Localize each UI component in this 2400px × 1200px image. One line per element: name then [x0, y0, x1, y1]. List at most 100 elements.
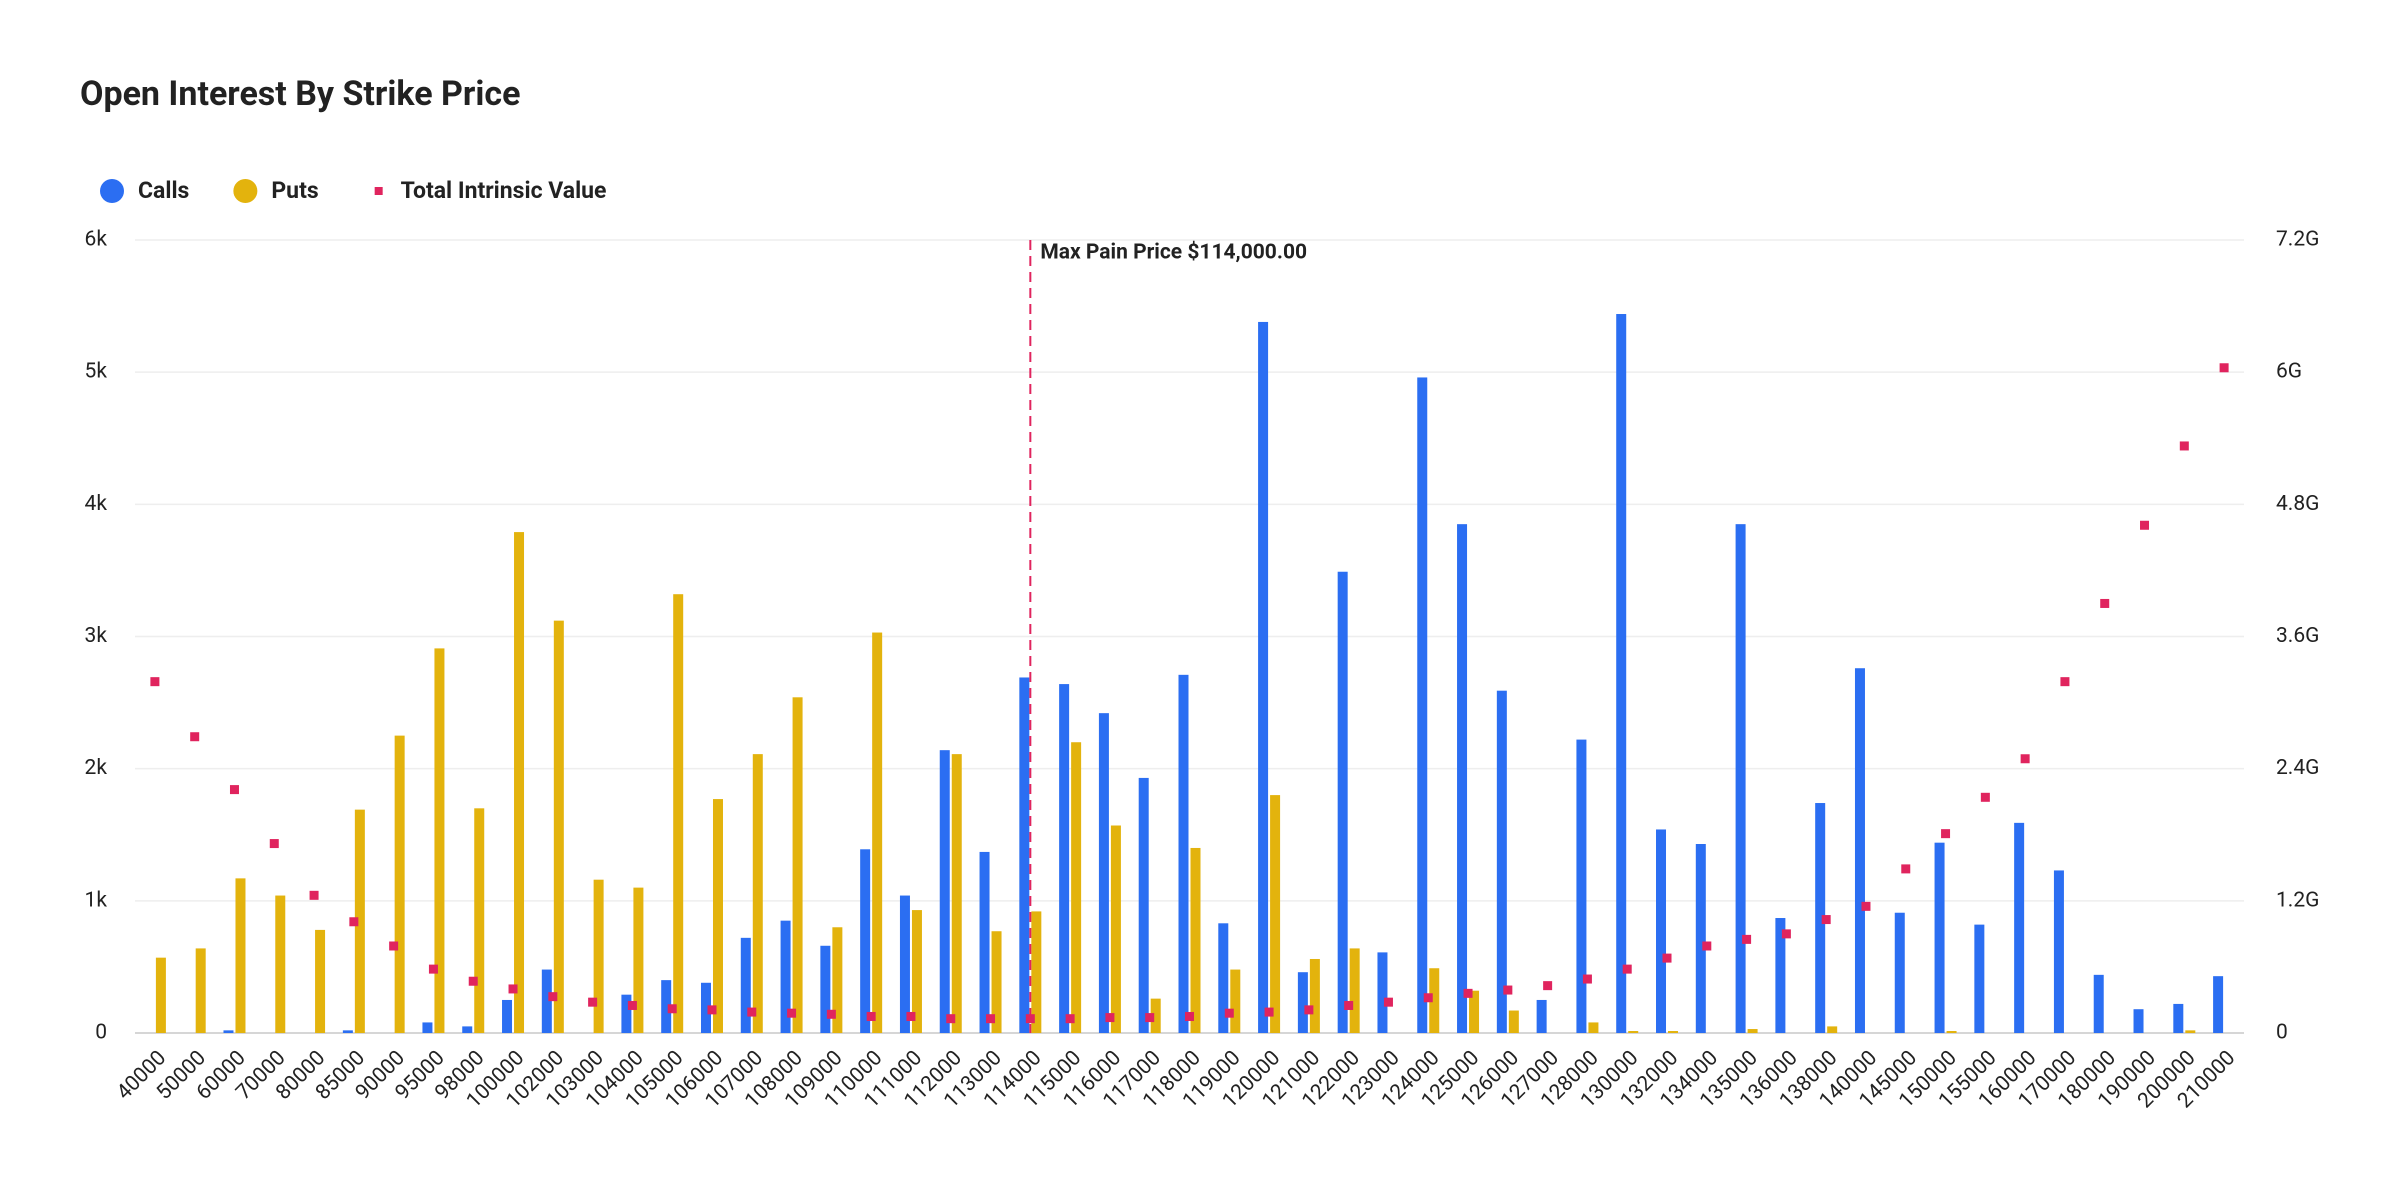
bar — [1854, 668, 1865, 1033]
point — [190, 732, 200, 742]
point — [588, 997, 598, 1007]
bar — [1695, 844, 1706, 1033]
point — [1264, 1007, 1274, 1017]
bar — [1815, 803, 1826, 1033]
point — [1662, 953, 1672, 963]
y-tick-label: 5k — [85, 360, 108, 384]
max-pain-label: Max Pain Price $114,000.00 — [1040, 241, 1307, 265]
point — [269, 839, 279, 849]
point — [349, 917, 359, 927]
bar — [673, 594, 684, 1033]
bar — [1588, 1022, 1599, 1033]
bar — [1429, 968, 1440, 1033]
point — [1622, 964, 1632, 974]
bar — [1031, 911, 1042, 1033]
point — [906, 1011, 916, 1021]
point — [946, 1014, 956, 1024]
bar — [1349, 948, 1360, 1033]
bar — [1934, 842, 1945, 1033]
bar — [1747, 1029, 1758, 1033]
y-tick-label: 2k — [85, 756, 108, 780]
bar — [1576, 739, 1587, 1033]
bar — [1110, 825, 1121, 1033]
y-tick-label: 6k — [85, 228, 108, 252]
point — [627, 1000, 637, 1010]
point — [1304, 1005, 1314, 1015]
bar — [872, 632, 883, 1033]
chart-title: Open Interest By Strike Price — [80, 74, 520, 114]
bar — [1536, 999, 1547, 1033]
bar — [2053, 870, 2064, 1033]
bar — [712, 799, 723, 1033]
bar — [342, 1030, 353, 1033]
point — [2219, 363, 2229, 373]
bar — [1894, 912, 1905, 1033]
point — [1344, 1000, 1354, 1010]
point — [1901, 864, 1911, 874]
point — [150, 677, 160, 687]
point — [2020, 754, 2030, 764]
legend-label: Total Intrinsic Value — [401, 177, 607, 204]
bar — [462, 1026, 473, 1033]
bar — [1827, 1026, 1838, 1033]
point — [826, 1009, 836, 1019]
bar — [502, 999, 513, 1033]
bar — [235, 878, 246, 1033]
bar — [1019, 677, 1030, 1033]
point — [1582, 974, 1592, 984]
point — [986, 1014, 996, 1024]
point — [667, 1004, 677, 1014]
point — [2140, 520, 2150, 530]
bar — [740, 937, 751, 1033]
y2-tick-label: 0 — [2276, 1021, 2288, 1045]
point — [1185, 1011, 1194, 1021]
bar — [939, 750, 950, 1033]
bar — [1469, 990, 1480, 1033]
bar — [474, 808, 485, 1033]
bar — [1178, 674, 1189, 1033]
legend-marker — [100, 179, 124, 203]
bar — [275, 895, 286, 1033]
bar — [951, 754, 962, 1033]
bar — [633, 887, 644, 1033]
bar — [2213, 976, 2224, 1033]
point — [389, 941, 399, 951]
bar — [780, 920, 791, 1033]
bar — [1377, 952, 1388, 1033]
y2-tick-label: 3.6G — [2276, 624, 2319, 648]
bar — [1297, 972, 1308, 1033]
point — [309, 890, 319, 900]
bar — [223, 1030, 234, 1033]
bar — [1668, 1031, 1679, 1033]
y2-tick-label: 1.2G — [2276, 888, 2319, 912]
bar — [752, 754, 763, 1033]
bar — [593, 879, 604, 1033]
bar — [1098, 713, 1109, 1033]
bar — [911, 910, 922, 1033]
bar — [1496, 690, 1507, 1033]
y2-tick-label: 2.4G — [2276, 756, 2319, 780]
bar — [1616, 314, 1627, 1034]
bar — [422, 1022, 433, 1033]
point — [1383, 997, 1393, 1007]
point — [2060, 677, 2070, 687]
bar — [1150, 998, 1161, 1033]
point — [428, 964, 438, 974]
bar — [1775, 918, 1786, 1033]
bar — [541, 969, 552, 1033]
bar — [820, 945, 831, 1033]
point — [508, 984, 518, 994]
legend-marker — [233, 179, 258, 203]
bar — [2173, 1003, 2184, 1033]
bar — [2133, 1009, 2144, 1033]
bar — [860, 849, 871, 1033]
bar — [1628, 1031, 1639, 1033]
bar — [661, 980, 672, 1033]
bar — [1417, 377, 1428, 1033]
bar — [1059, 684, 1070, 1033]
bar — [1508, 1010, 1519, 1033]
point — [1742, 934, 1752, 944]
bar — [700, 982, 711, 1033]
bar — [979, 851, 990, 1033]
